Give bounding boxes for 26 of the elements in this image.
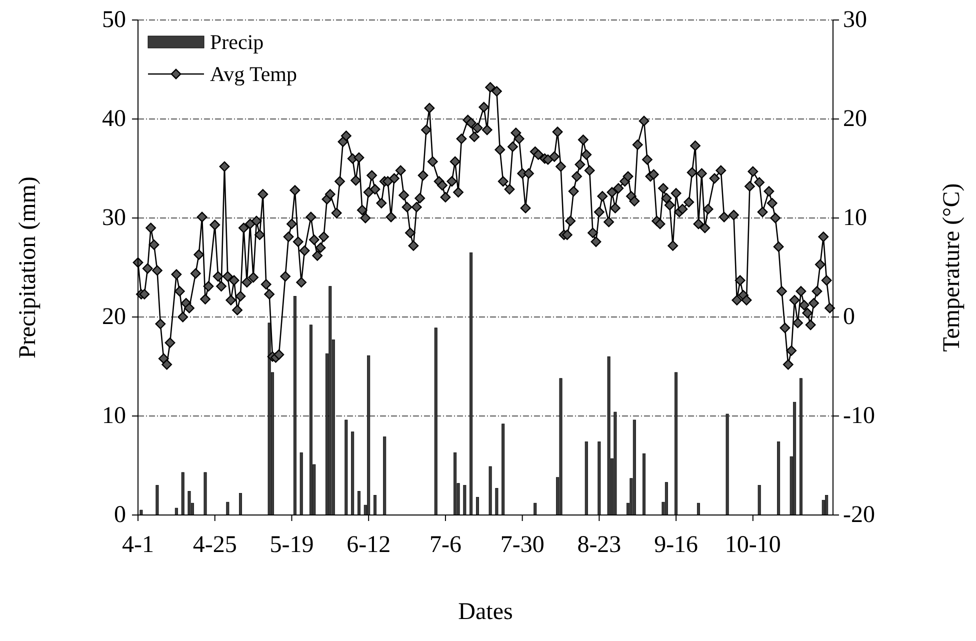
legend-label: Precip (210, 30, 264, 54)
y2-tick-label: 10 (843, 205, 867, 231)
y2-tick-label: 20 (843, 106, 867, 132)
y2-tick-label: 0 (843, 304, 855, 330)
x-tick-label: 6-12 (346, 532, 391, 558)
x-axis-title: Dates (458, 599, 513, 625)
legend-label: Avg Temp (210, 62, 297, 86)
x-tick-label: 7-30 (500, 532, 544, 558)
x-tick-label: 4-1 (122, 532, 154, 558)
y2-tick-label: 30 (843, 7, 867, 33)
y2-axis-title: Temperature (°C) (939, 183, 965, 352)
y-tick-label: 20 (102, 304, 126, 330)
x-tick-label: 4-25 (192, 532, 237, 558)
y-tick-label: 40 (102, 106, 126, 132)
x-tick-label: 9-16 (654, 532, 698, 558)
y2-tick-label: -20 (843, 502, 875, 528)
y-tick-label: 30 (102, 205, 126, 231)
y-axis-title: Precipitation (mm) (15, 176, 41, 358)
x-tick-label: 8-23 (577, 532, 622, 558)
y2-tick-label: -10 (843, 403, 875, 429)
x-tick-label: 5-19 (270, 532, 314, 558)
y-tick-label: 50 (102, 7, 126, 33)
x-tick-label: 7-6 (429, 532, 462, 558)
y-tick-label: 10 (102, 403, 126, 429)
x-tick-label: 10-10 (724, 532, 781, 558)
y-tick-label: 0 (114, 502, 126, 528)
